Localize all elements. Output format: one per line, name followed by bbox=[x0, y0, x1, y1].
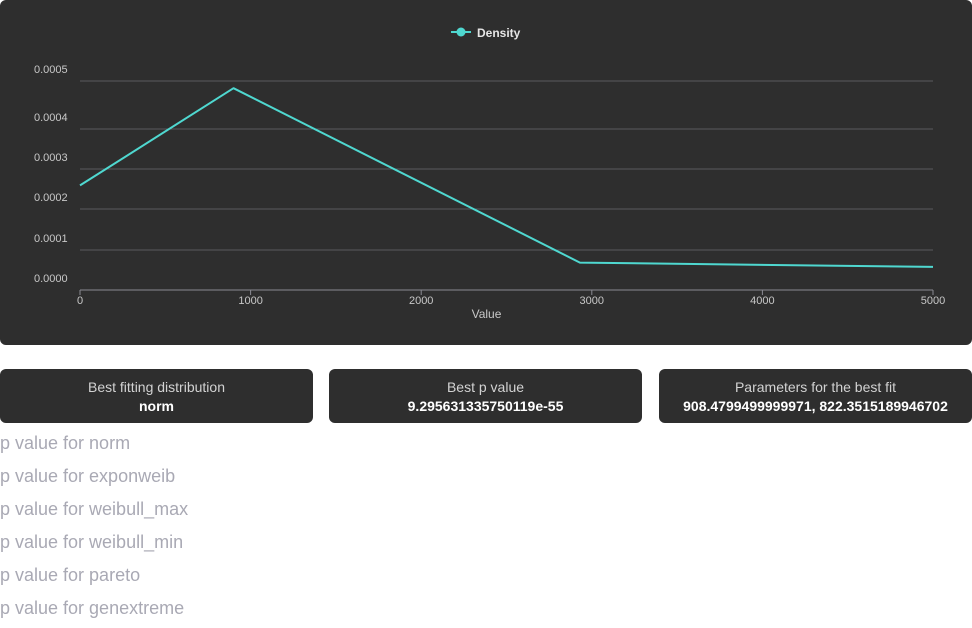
p-value-list: p value for norm p value for exponweib p… bbox=[0, 430, 188, 628]
p-value-item-weibull-min[interactable]: p value for weibull_min bbox=[0, 532, 184, 552]
best-distribution-value: norm bbox=[139, 398, 174, 414]
p-value-item-norm[interactable]: p value for norm bbox=[0, 433, 131, 453]
best-params-card: Parameters for the best fit 908.47994999… bbox=[659, 369, 972, 423]
x-tick-label: 4000 bbox=[750, 295, 774, 307]
density-series-line bbox=[79, 87, 934, 268]
x-tick-label: 1000 bbox=[238, 295, 262, 307]
best-p-value-card: Best p value 9.295631335750119e-55 bbox=[329, 369, 642, 423]
best-params-label: Parameters for the best fit bbox=[734, 379, 897, 395]
y-tick-label: 0.0003 bbox=[34, 152, 68, 164]
p-value-item-exponweib[interactable]: p value for exponweib bbox=[0, 466, 176, 486]
y-tick-label: 0.0002 bbox=[34, 192, 68, 204]
x-axis-label: Value bbox=[472, 307, 502, 321]
y-tick-label: 0.0001 bbox=[34, 233, 68, 245]
p-value-item-weibull-max[interactable]: p value for weibull_max bbox=[0, 499, 189, 519]
legend-label: Density bbox=[477, 26, 521, 40]
y-tick-label: 0.0000 bbox=[34, 273, 68, 285]
p-value-item-pareto[interactable]: p value for pareto bbox=[0, 565, 141, 585]
x-tick-label: 0 bbox=[77, 295, 83, 307]
y-tick-label: 0.0005 bbox=[34, 64, 68, 76]
best-p-value-value: 9.295631335750119e-55 bbox=[407, 398, 564, 414]
x-tick-label: 3000 bbox=[580, 295, 604, 307]
chart-panel: 0.0000 0.0001 0.0002 0.0003 0.0004 0.0005 0 100… bbox=[0, 0, 972, 345]
x-tick-label: 5000 bbox=[921, 295, 945, 307]
best-distribution-label: Best fitting distribution bbox=[88, 379, 225, 395]
x-tick-label: 2000 bbox=[409, 295, 433, 307]
density-line-chart: 0.0000 0.0001 0.0002 0.0003 0.0004 0.0005 0 100… bbox=[34, 26, 945, 321]
best-p-value-label: Best p value bbox=[446, 379, 525, 395]
best-params-value: 908.4799499999971, 822.3515189946702 bbox=[683, 398, 948, 414]
best-distribution-card: Best fitting distribution norm bbox=[0, 369, 313, 423]
y-tick-label: 0.0004 bbox=[34, 112, 68, 124]
p-value-item-genextreme[interactable]: p value for genextreme bbox=[0, 598, 185, 618]
legend-marker bbox=[456, 27, 466, 37]
